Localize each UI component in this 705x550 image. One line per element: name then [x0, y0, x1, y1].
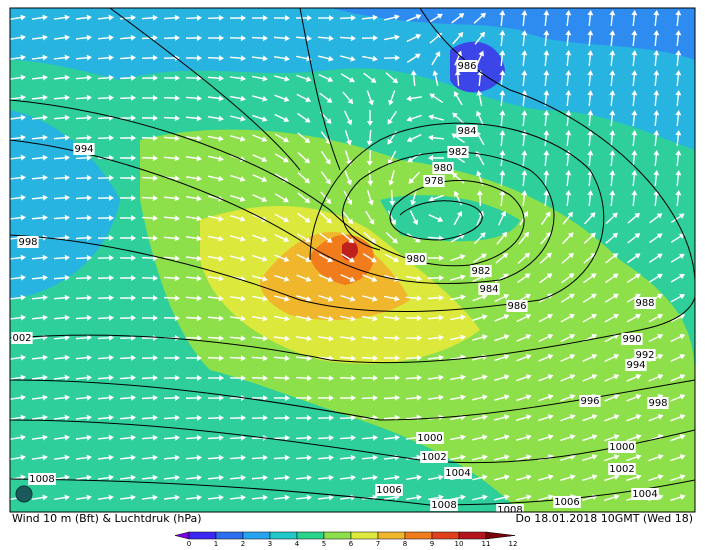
isobar-label: 1004 — [445, 468, 470, 479]
field: 986 984 982 980 978 994 998 980 982 984 986 988 990 9… — [10, 8, 697, 516]
colorbar-label: 12 — [509, 540, 518, 546]
colorbar-label: 10 — [455, 540, 464, 546]
isobar-label: 978 — [424, 176, 443, 187]
isobar-label: 980 — [433, 163, 452, 174]
colorbar-label: 2 — [241, 540, 245, 546]
colorbar-label: 7 — [376, 540, 380, 546]
isobar-label: 1006 — [376, 485, 401, 496]
isobar-label: 1002 — [421, 452, 446, 463]
caption-left: Wind 10 m (Bft) & Luchtdruk (hPa) — [12, 512, 202, 525]
colorbar-label: 6 — [349, 540, 354, 546]
colorbar-swatch — [432, 532, 459, 539]
caption-right: Do 18.01.2018 10GMT (Wed 18) — [516, 512, 693, 525]
isobar-label: 998 — [18, 237, 37, 248]
colorbar-label: 0 — [187, 540, 191, 546]
isobar-label: 1008 — [431, 500, 456, 511]
colorbar-swatch — [189, 532, 216, 539]
isobar-label: 980 — [406, 254, 425, 265]
colorbar-swatch — [459, 532, 486, 539]
colorbar-cap — [486, 532, 515, 539]
isobar-label: 994 — [626, 360, 645, 371]
colorbar-cap — [175, 532, 189, 539]
isobar-label: 998 — [648, 398, 667, 409]
isobar-label: 988 — [635, 298, 654, 309]
isobar-label: 1000 — [609, 442, 634, 453]
isobar-label: 982 — [448, 147, 467, 158]
colorbar-label: 11 — [482, 540, 491, 546]
colorbar-swatch — [216, 532, 243, 539]
isobar-label: 984 — [479, 284, 498, 295]
isobar-label: 994 — [74, 144, 93, 155]
isobar-label: 990 — [622, 334, 641, 345]
colorbar-swatch — [297, 532, 324, 539]
isobar-label: 986 — [507, 301, 526, 312]
colorbar-swatch — [243, 532, 270, 539]
colorbar-swatch — [324, 532, 351, 539]
isobar-label: 984 — [457, 126, 476, 137]
colorbar-swatch — [378, 532, 405, 539]
colorbar-label: 4 — [295, 540, 300, 546]
colorbar-label: 9 — [430, 540, 434, 546]
isobar-label: 1006 — [554, 497, 579, 508]
isobar-label: 1004 — [632, 489, 657, 500]
isobar-label: 002 — [12, 333, 31, 344]
logo — [16, 486, 32, 502]
isobar-label: 982 — [471, 266, 490, 277]
isobar-label: 1008 — [29, 474, 54, 485]
colorbar-label: 3 — [268, 540, 272, 546]
colorbar-label: 5 — [322, 540, 326, 546]
isobar-label: 1000 — [417, 433, 442, 444]
isobar-label: 986 — [457, 61, 476, 72]
colorbar-swatch — [351, 532, 378, 539]
isobar-label: 1002 — [609, 464, 634, 475]
colorbar-label: 8 — [403, 540, 407, 546]
colorbar-label: 1 — [214, 540, 218, 546]
colorbar-swatch — [405, 532, 432, 539]
isobar-label: 996 — [580, 396, 599, 407]
colorbar-swatch — [270, 532, 297, 539]
